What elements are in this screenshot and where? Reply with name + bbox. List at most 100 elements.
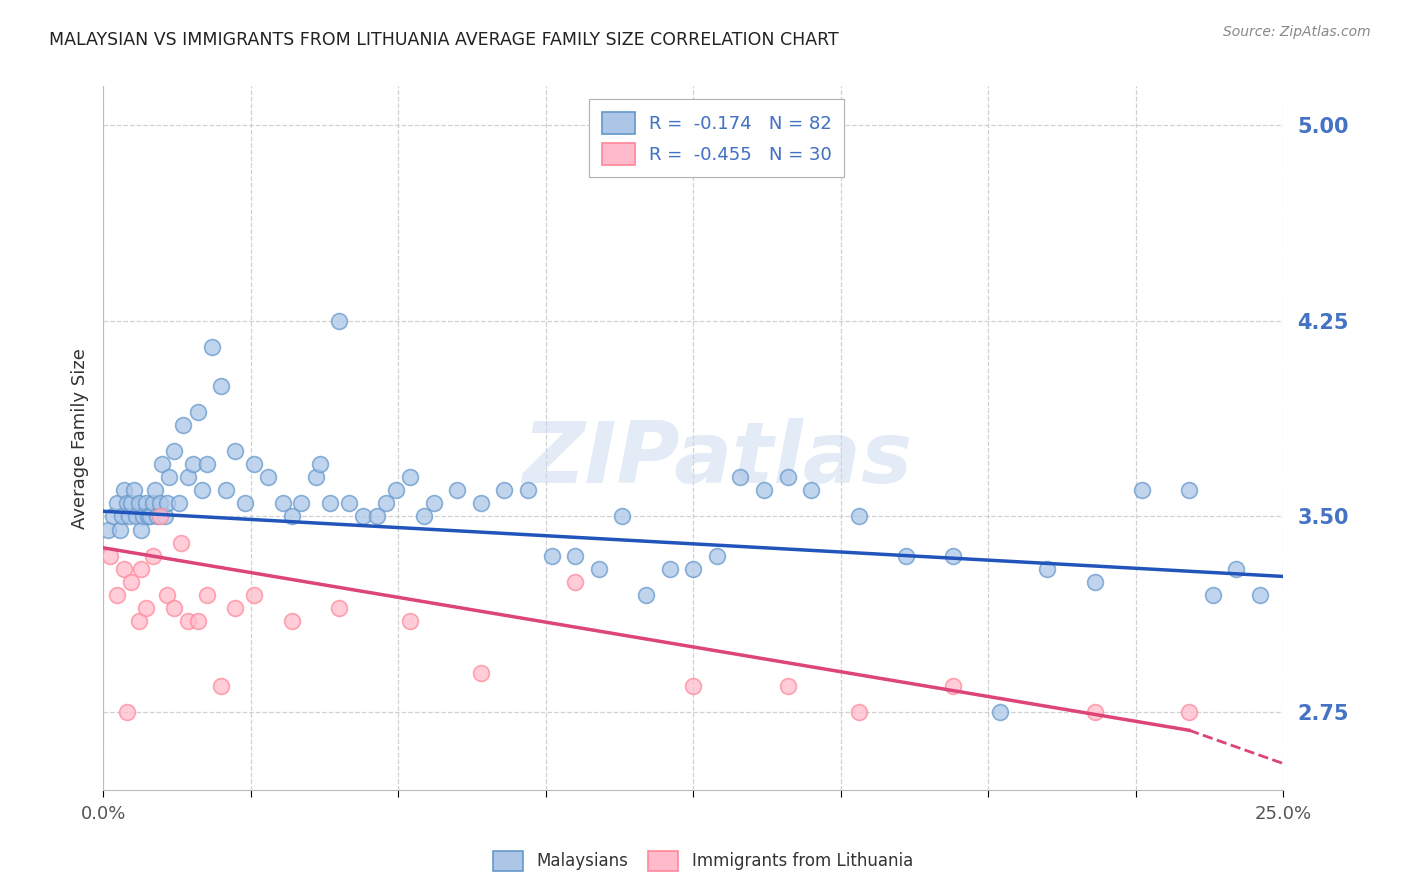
Point — [224, 444, 246, 458]
Point — [1225, 561, 1247, 575]
Point — [304, 470, 326, 484]
Point — [167, 496, 190, 510]
Point — [422, 496, 444, 510]
Point — [1036, 561, 1059, 575]
Point — [328, 600, 350, 615]
Point — [1249, 588, 1271, 602]
Text: ZIPatlas: ZIPatlas — [522, 417, 912, 501]
Point — [115, 705, 138, 719]
Point — [105, 496, 128, 510]
Point — [776, 470, 799, 484]
Point — [352, 509, 374, 524]
Point — [136, 509, 159, 524]
Point — [209, 679, 232, 693]
Point — [271, 496, 294, 510]
Point — [157, 470, 180, 484]
Point — [120, 496, 142, 510]
Point — [129, 523, 152, 537]
Point — [156, 588, 179, 602]
Point — [752, 483, 775, 498]
Point — [187, 614, 209, 628]
Point — [470, 496, 492, 510]
Point — [209, 379, 232, 393]
Point — [1201, 588, 1223, 602]
Point — [146, 509, 169, 524]
Point — [243, 588, 266, 602]
Point — [153, 509, 176, 524]
Point — [1084, 705, 1107, 719]
Point — [150, 458, 173, 472]
Point — [730, 470, 752, 484]
Point — [385, 483, 408, 498]
Point — [848, 705, 870, 719]
Point — [143, 483, 166, 498]
Point — [682, 561, 704, 575]
Point — [470, 665, 492, 680]
Point — [139, 509, 162, 524]
Point — [101, 509, 124, 524]
Point — [115, 496, 138, 510]
Point — [122, 483, 145, 498]
Point — [564, 549, 586, 563]
Point — [848, 509, 870, 524]
Point — [564, 574, 586, 589]
Point — [233, 496, 256, 510]
Point — [129, 561, 152, 575]
Point — [517, 483, 540, 498]
Point — [135, 600, 157, 615]
Point — [1178, 705, 1201, 719]
Text: MALAYSIAN VS IMMIGRANTS FROM LITHUANIA AVERAGE FAMILY SIZE CORRELATION CHART: MALAYSIAN VS IMMIGRANTS FROM LITHUANIA A… — [49, 31, 839, 49]
Point — [494, 483, 516, 498]
Point — [988, 705, 1011, 719]
Point — [257, 470, 280, 484]
Point — [319, 496, 342, 510]
Point — [1084, 574, 1107, 589]
Point — [170, 535, 193, 549]
Point — [128, 614, 150, 628]
Point — [132, 509, 155, 524]
Point — [156, 496, 179, 510]
Point — [215, 483, 238, 498]
Point — [97, 523, 120, 537]
Point — [281, 614, 304, 628]
Point — [195, 588, 218, 602]
Point — [142, 549, 165, 563]
Point — [942, 549, 965, 563]
Point — [337, 496, 360, 510]
Point — [195, 458, 218, 472]
Point — [366, 509, 388, 524]
Point — [290, 496, 312, 510]
Point — [108, 523, 131, 537]
Point — [658, 561, 681, 575]
Point — [111, 509, 134, 524]
Point — [413, 509, 436, 524]
Point — [135, 496, 157, 510]
Point — [187, 405, 209, 419]
Legend: Malaysians, Immigrants from Lithuania: Malaysians, Immigrants from Lithuania — [485, 842, 921, 880]
Point — [172, 418, 194, 433]
Point — [125, 509, 148, 524]
Point — [224, 600, 246, 615]
Point — [112, 561, 135, 575]
Point — [309, 458, 332, 472]
Point — [800, 483, 823, 498]
Point — [540, 549, 562, 563]
Point — [118, 509, 141, 524]
Point — [177, 470, 200, 484]
Point — [105, 588, 128, 602]
Point — [328, 314, 350, 328]
Point — [243, 458, 266, 472]
Point — [706, 549, 728, 563]
Point — [636, 588, 658, 602]
Point — [894, 549, 917, 563]
Point — [191, 483, 214, 498]
Point — [201, 340, 224, 354]
Point — [399, 614, 422, 628]
Point — [163, 444, 186, 458]
Point — [1130, 483, 1153, 498]
Point — [399, 470, 422, 484]
Point — [177, 614, 200, 628]
Legend: R =  -0.174   N = 82, R =  -0.455   N = 30: R = -0.174 N = 82, R = -0.455 N = 30 — [589, 99, 845, 178]
Point — [163, 600, 186, 615]
Point — [98, 549, 121, 563]
